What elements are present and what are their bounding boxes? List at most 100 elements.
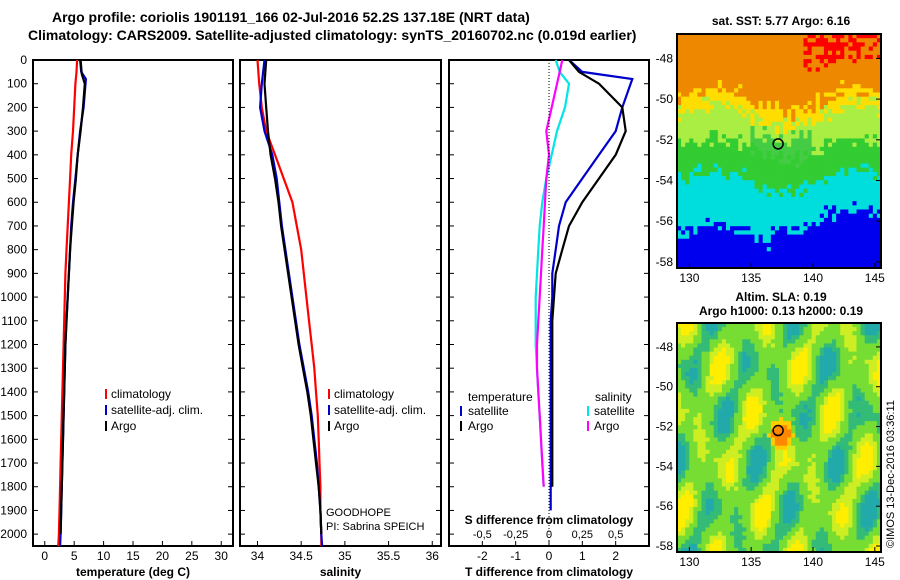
x-tick-label: 130 [679, 271, 699, 285]
x-tick-label: -1 [510, 549, 521, 563]
legend-label: climatology [111, 387, 171, 401]
series-line-satellite [549, 59, 634, 511]
s-tick-label: 0,5 [608, 529, 623, 541]
y-tick-label: 400 [7, 148, 27, 162]
s-tick-label: -0,25 [503, 529, 528, 541]
map1-title: sat. SST: 5.77 Argo: 6.16 [711, 14, 851, 28]
x-tick-label: 0 [41, 549, 48, 563]
x-tick-label: 130 [679, 555, 699, 569]
y-tick-label: 100 [7, 77, 27, 91]
y-tick-label: -52 [656, 133, 674, 147]
header-line-1: Argo profile: coriolis 1901191_166 02-Ju… [52, 9, 530, 25]
legend-label: Argo [111, 419, 137, 433]
s-axis-label: S difference from climatology [465, 513, 634, 527]
y-tick-label: 1000 [0, 290, 27, 304]
series-line-climatology [57, 59, 79, 547]
legend-label: satellite-adj. clim. [111, 403, 203, 417]
y-tick-label: -54 [656, 459, 674, 473]
map2-title-2: Argo h1000: 0.13 h2000: 0.19 [698, 304, 864, 318]
x-tick-label: 135 [741, 271, 761, 285]
legend-label: satellite [468, 404, 509, 418]
x-tick-label: 34 [251, 549, 265, 563]
legend-label: Argo [594, 419, 620, 433]
y-tick-label: 1800 [0, 480, 27, 494]
s-tick-label: -0,5 [473, 529, 492, 541]
x-tick-label: 25 [185, 549, 199, 563]
series-line-argo [263, 59, 323, 535]
y-tick-label: -54 [656, 174, 674, 188]
series-line-argo [59, 59, 86, 535]
x-tick-label: 15 [126, 549, 140, 563]
x-tick-label: 145 [865, 555, 885, 569]
legend-label: climatology [334, 387, 394, 401]
y-tick-label: 500 [7, 172, 27, 186]
series-line-argo [535, 59, 564, 487]
y-tick-label: -52 [656, 420, 674, 434]
series-line-satellite-adj--clim- [258, 59, 324, 547]
plot-frame [239, 59, 442, 547]
x-tick-label: 145 [865, 271, 885, 285]
y-tick-label: -56 [656, 214, 674, 228]
x-tick-label: 35 [338, 549, 352, 563]
x-tick-label: 140 [803, 555, 823, 569]
x-tick-label: 34.5 [289, 549, 313, 563]
y-tick-label: 800 [7, 243, 27, 257]
argo-position-marker [772, 138, 784, 150]
y-tick-label: 600 [7, 195, 27, 209]
x-tick-label: 1 [579, 549, 586, 563]
y-tick-label: 300 [7, 124, 27, 138]
y-tick-label: -50 [656, 92, 674, 106]
y-tick-label: 700 [7, 219, 27, 233]
x-tick-label: -2 [477, 549, 488, 563]
legend-title-salinity: salinity [595, 390, 632, 404]
x-tick-label: 20 [156, 549, 170, 563]
y-tick-label: 1300 [0, 361, 27, 375]
y-tick-label: 200 [7, 100, 27, 114]
annotation-pi: PI: Sabrina SPEICH [326, 521, 424, 533]
x-tick-label: 2 [612, 549, 619, 563]
y-tick-label: 1200 [0, 337, 27, 351]
x-tick-label: 36 [426, 549, 440, 563]
y-tick-label: 900 [7, 266, 27, 280]
y-tick-label: 1900 [0, 503, 27, 517]
y-tick-label: 1600 [0, 432, 27, 446]
legend-label: Argo [334, 419, 360, 433]
y-tick-label: 1700 [0, 456, 27, 470]
map-frame [676, 33, 882, 269]
x-axis-label: T difference from climatology [465, 565, 633, 579]
x-tick-label: 30 [215, 549, 229, 563]
x-tick-label: 5 [71, 549, 78, 563]
legend-label: Argo [468, 419, 494, 433]
x-tick-label: 135 [741, 555, 761, 569]
series-line-climatology [256, 59, 323, 546]
y-tick-label: -58 [656, 539, 674, 553]
header-line-2: Climatology: CARS2009. Satellite-adjuste… [28, 27, 637, 43]
legend-label: satellite-adj. clim. [334, 403, 426, 417]
difference-panel: -2 -1 0 1 2 T difference from climatology -0,5… [448, 59, 650, 579]
map2-title-1: Altim. SLA: 0.19 [735, 290, 827, 304]
y-tick-label: -48 [656, 340, 674, 354]
y-tick-label: 0 [20, 53, 27, 67]
map-field [677, 323, 881, 552]
series-line-argo [551, 59, 627, 487]
argo-position-marker [772, 424, 784, 437]
y-tick-label: -50 [656, 380, 674, 394]
y-tick-label: -58 [656, 255, 674, 269]
s-tick-label: 0 [546, 529, 552, 541]
x-axis-label: temperature (deg C) [76, 565, 190, 579]
sst-map: 130 135 140 145 -48 -50 -52 -54 -56 -58 [656, 33, 885, 285]
y-tick-label: 1500 [0, 409, 27, 423]
s-tick-label: 0,25 [572, 529, 593, 541]
y-tick-label: -56 [656, 499, 674, 513]
sla-map: 130 135 140 145 -48 -50 -52 -54 -56 -58 [656, 322, 885, 569]
y-tick-label: 2000 [0, 527, 27, 541]
x-tick-label: 140 [803, 271, 823, 285]
legend-title-temperature: temperature [468, 390, 533, 404]
annotation-goodhope: GOODHOPE [326, 507, 391, 519]
x-axis-label: salinity [320, 565, 362, 579]
map-frame [676, 322, 882, 553]
y-tick-label: 1100 [1, 314, 27, 328]
x-tick-label: 0 [546, 549, 553, 563]
x-tick-label: 35.5 [377, 549, 401, 563]
